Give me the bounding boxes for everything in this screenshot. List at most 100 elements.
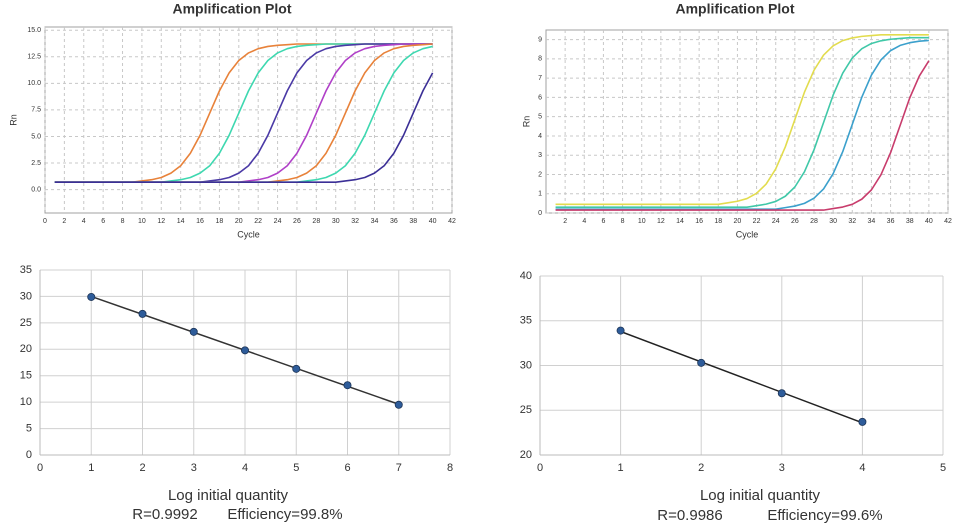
y-tick-label: 25	[520, 404, 532, 416]
annotation: Efficiency=99.8%	[227, 506, 342, 523]
x-tick-label: 38	[409, 218, 417, 225]
chart-title: Amplification Plot	[173, 1, 292, 17]
x-tick-label: 42	[448, 218, 456, 225]
y-axis-label: Rn	[8, 114, 18, 126]
x-axis-label: Log initial quantity	[168, 487, 289, 504]
x-tick-label: 12	[157, 218, 165, 225]
y-tick-label: 40	[520, 270, 532, 282]
x-tick-label: 16	[196, 218, 204, 225]
y-tick-label: 20	[20, 343, 32, 355]
x-tick-label: 10	[638, 218, 646, 225]
y-tick-label: 7.5	[31, 107, 41, 114]
x-tick-label: 4	[82, 218, 86, 225]
y-tick-label: 10	[20, 396, 32, 408]
y-tick-label: 25	[20, 317, 32, 329]
y-tick-label: 15	[20, 370, 32, 382]
chart-title: Amplification Plot	[676, 1, 795, 17]
x-axis-label: Log initial quantity	[700, 487, 821, 504]
x-tick-label: 42	[944, 218, 952, 225]
y-tick-label: 35	[20, 264, 32, 276]
x-tick-label: 4	[859, 462, 865, 474]
x-tick-label: 22	[254, 218, 262, 225]
y-tick-label: 6	[538, 94, 542, 101]
x-tick-label: 5	[940, 462, 946, 474]
x-tick-label: 6	[344, 462, 350, 474]
y-tick-label: 12.5	[27, 54, 41, 61]
x-tick-label: 0	[37, 462, 43, 474]
y-tick-label: 30	[520, 359, 532, 371]
x-tick-label: 1	[88, 462, 94, 474]
x-tick-label: 30	[332, 218, 340, 225]
data-point	[138, 309, 147, 318]
x-tick-label: 2	[698, 462, 704, 474]
data-point	[394, 400, 403, 409]
x-tick-label: 20	[235, 218, 243, 225]
x-tick-label: 26	[293, 218, 301, 225]
x-tick-label: 28	[810, 218, 818, 225]
x-tick-label: 30	[829, 218, 837, 225]
x-tick-label: 3	[191, 462, 197, 474]
x-tick-label: 1	[618, 462, 624, 474]
x-tick-label: 18	[216, 218, 224, 225]
amplification-curve	[54, 72, 434, 183]
x-tick-label: 6	[601, 218, 605, 225]
data-point	[616, 326, 625, 335]
x-tick-label: 7	[396, 462, 402, 474]
x-tick-label: 28	[312, 218, 320, 225]
x-tick-label: 14	[177, 218, 185, 225]
data-point	[858, 417, 867, 426]
x-tick-label: 2	[139, 462, 145, 474]
y-tick-label: 0	[26, 449, 32, 461]
x-tick-label: 32	[848, 218, 856, 225]
x-tick-label: 38	[906, 218, 914, 225]
x-axis-label: Cycle	[736, 229, 759, 239]
y-tick-label: 35	[520, 315, 532, 327]
x-tick-label: 6	[101, 218, 105, 225]
amplification-curve	[555, 34, 929, 206]
x-tick-label: 12	[657, 218, 665, 225]
y-tick-label: 5	[538, 114, 542, 121]
fit-line	[620, 330, 863, 424]
x-tick-label: 24	[274, 218, 282, 225]
plot-area	[44, 26, 453, 214]
y-tick-label: 10.0	[27, 80, 41, 87]
x-tick-label: 24	[772, 218, 780, 225]
x-tick-label: 26	[791, 218, 799, 225]
y-tick-label: 9	[538, 36, 542, 43]
data-point	[697, 358, 706, 367]
data-point	[87, 292, 96, 301]
y-tick-label: 0.0	[31, 186, 41, 193]
y-tick-label: 5.0	[31, 133, 41, 140]
x-tick-label: 5	[293, 462, 299, 474]
amplification-curve	[555, 39, 929, 210]
x-tick-label: 40	[429, 218, 437, 225]
amplification-curve	[555, 60, 930, 211]
data-point	[240, 346, 249, 355]
annotation: R=0.9992	[132, 506, 197, 523]
x-tick-label: 4	[582, 218, 586, 225]
x-tick-label: 34	[868, 218, 876, 225]
y-tick-label: 4	[538, 133, 542, 140]
y-tick-label: 2	[538, 171, 542, 178]
amplification-curve	[555, 36, 929, 209]
y-tick-label: 1	[538, 191, 542, 198]
x-tick-label: 2	[62, 218, 66, 225]
x-tick-label: 4	[242, 462, 248, 474]
x-tick-label: 36	[887, 218, 895, 225]
y-tick-label: 8	[538, 56, 542, 63]
x-tick-label: 14	[676, 218, 684, 225]
data-point	[189, 327, 198, 336]
y-tick-label: 7	[538, 75, 542, 82]
x-tick-label: 3	[779, 462, 785, 474]
x-tick-label: 8	[447, 462, 453, 474]
x-tick-label: 2	[563, 218, 567, 225]
x-tick-label: 0	[537, 462, 543, 474]
data-point	[343, 381, 352, 390]
plot-area	[545, 29, 949, 214]
x-tick-label: 18	[714, 218, 722, 225]
x-tick-label: 0	[43, 218, 47, 225]
data-point	[292, 364, 301, 373]
x-tick-label: 34	[371, 218, 379, 225]
